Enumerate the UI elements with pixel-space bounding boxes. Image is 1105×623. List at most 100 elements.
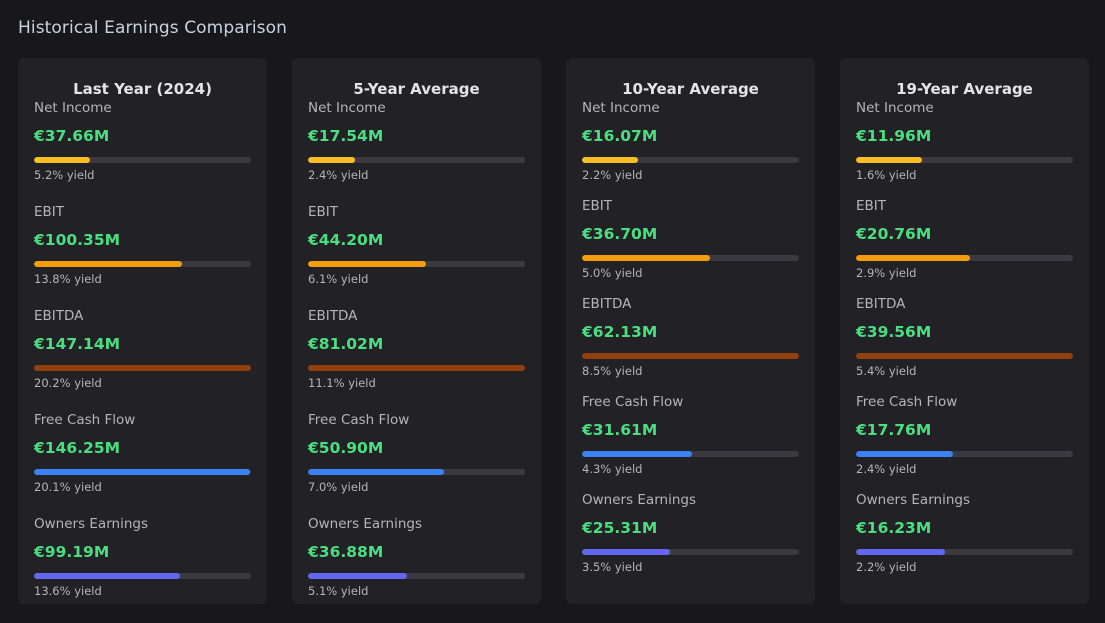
- metric-yield: 6.1% yield: [308, 272, 369, 286]
- bar-fill-free-cash-flow: [308, 469, 445, 475]
- card-title: Last Year (2024): [73, 80, 212, 98]
- metric-owners-earnings: Owners Earnings €25.31M 3.5% yield: [582, 492, 799, 574]
- metric-ebitda: EBITDA €81.02M 11.1% yield: [308, 308, 525, 390]
- bar-track: [308, 573, 525, 579]
- bar-fill-free-cash-flow: [34, 469, 250, 475]
- metric-value: €20.76M: [856, 225, 932, 243]
- metric-yield: 4.3% yield: [582, 462, 643, 476]
- metric-value: €50.90M: [308, 439, 384, 457]
- bar-fill-net-income: [34, 157, 90, 163]
- bar-track: [856, 255, 1073, 261]
- bar-track: [582, 451, 799, 457]
- metric-value: €37.66M: [34, 127, 110, 145]
- metric-yield: 1.6% yield: [856, 168, 917, 182]
- card-title: 5-Year Average: [353, 80, 480, 98]
- metric-label: Free Cash Flow: [582, 394, 684, 410]
- metric-label: EBIT: [308, 204, 339, 220]
- metric-free-cash-flow: Free Cash Flow €146.25M 20.1% yield: [34, 412, 251, 494]
- metric-label: Net Income: [856, 100, 934, 116]
- bar-track: [856, 451, 1073, 457]
- metric-value: €147.14M: [34, 335, 121, 353]
- bar-track: [856, 549, 1073, 555]
- bar-fill-owners-earnings: [582, 549, 671, 555]
- bar-fill-ebit: [308, 261, 427, 267]
- metric-value: €81.02M: [308, 335, 384, 353]
- bar-track: [856, 353, 1073, 359]
- metric-label: Owners Earnings: [34, 516, 148, 532]
- bar-track: [34, 365, 251, 371]
- bar-fill-ebitda: [856, 353, 1073, 359]
- metric-label: EBIT: [34, 204, 65, 220]
- metric-label: Free Cash Flow: [856, 394, 958, 410]
- bar-track: [34, 573, 251, 579]
- bar-track: [856, 157, 1073, 163]
- bar-fill-free-cash-flow: [856, 451, 954, 457]
- metric-free-cash-flow: Free Cash Flow €17.76M 2.4% yield: [856, 394, 1073, 476]
- card-last-year: Last Year (2024) Net Income €37.66M 5.2%…: [18, 58, 267, 604]
- bar-fill-net-income: [308, 157, 355, 163]
- metric-owners-earnings: Owners Earnings €99.19M 13.6% yield: [34, 516, 251, 598]
- metric-ebit: EBIT €36.70M 5.0% yield: [582, 198, 799, 280]
- metric-value: €36.88M: [308, 543, 384, 561]
- metric-label: Net Income: [582, 100, 660, 116]
- card-title: 10-Year Average: [622, 80, 759, 98]
- bar-fill-owners-earnings: [34, 573, 181, 579]
- bar-fill-owners-earnings: [308, 573, 407, 579]
- metric-yield: 8.5% yield: [582, 364, 643, 378]
- metric-label: EBITDA: [34, 308, 84, 324]
- card-10-year-average: 10-Year Average Net Income €16.07M 2.2% …: [566, 58, 815, 604]
- metric-label: EBIT: [856, 198, 887, 214]
- bar-fill-ebit: [582, 255, 711, 261]
- metric-yield: 2.2% yield: [856, 560, 917, 574]
- section-title: Historical Earnings Comparison: [18, 18, 287, 38]
- bar-track: [308, 261, 525, 267]
- metric-yield: 20.1% yield: [34, 480, 102, 494]
- bar-fill-ebitda: [34, 365, 251, 371]
- metric-label: Owners Earnings: [308, 516, 422, 532]
- metric-ebitda: EBITDA €39.56M 5.4% yield: [856, 296, 1073, 378]
- metric-label: Owners Earnings: [856, 492, 970, 508]
- metric-value: €17.54M: [308, 127, 384, 145]
- metric-ebit: EBIT €100.35M 13.8% yield: [34, 204, 251, 286]
- metric-label: EBITDA: [856, 296, 906, 312]
- metric-yield: 5.4% yield: [856, 364, 917, 378]
- metric-yield: 3.5% yield: [582, 560, 643, 574]
- metric-owners-earnings: Owners Earnings €16.23M 2.2% yield: [856, 492, 1073, 574]
- metric-yield: 7.0% yield: [308, 480, 369, 494]
- metric-yield: 11.1% yield: [308, 376, 376, 390]
- metric-value: €36.70M: [582, 225, 658, 243]
- metric-yield: 5.2% yield: [34, 168, 95, 182]
- bar-track: [34, 261, 251, 267]
- metric-value: €39.56M: [856, 323, 932, 341]
- metric-ebitda: EBITDA €62.13M 8.5% yield: [582, 296, 799, 378]
- bar-track: [308, 365, 525, 371]
- metric-yield: 20.2% yield: [34, 376, 102, 390]
- metric-net-income: Net Income €17.54M 2.4% yield: [308, 100, 525, 182]
- metric-value: €99.19M: [34, 543, 110, 561]
- metric-yield: 2.4% yield: [308, 168, 369, 182]
- bar-track: [582, 549, 799, 555]
- metric-ebit: EBIT €44.20M 6.1% yield: [308, 204, 525, 286]
- metric-free-cash-flow: Free Cash Flow €31.61M 4.3% yield: [582, 394, 799, 476]
- metric-net-income: Net Income €37.66M 5.2% yield: [34, 100, 251, 182]
- metric-label: EBITDA: [582, 296, 632, 312]
- metric-yield: 5.0% yield: [582, 266, 643, 280]
- metric-label: Free Cash Flow: [308, 412, 410, 428]
- bar-fill-free-cash-flow: [582, 451, 693, 457]
- metric-label: Net Income: [34, 100, 112, 116]
- metric-net-income: Net Income €16.07M 2.2% yield: [582, 100, 799, 182]
- metric-yield: 2.2% yield: [582, 168, 643, 182]
- metric-yield: 5.1% yield: [308, 584, 369, 598]
- metric-value: €100.35M: [34, 231, 121, 249]
- bar-track: [582, 157, 799, 163]
- metric-value: €16.07M: [582, 127, 658, 145]
- bar-track: [34, 469, 251, 475]
- bar-fill-net-income: [582, 157, 639, 163]
- bar-fill-owners-earnings: [856, 549, 945, 555]
- bar-track: [308, 469, 525, 475]
- metric-value: €44.20M: [308, 231, 384, 249]
- metric-value: €17.76M: [856, 421, 932, 439]
- card-5-year-average: 5-Year Average Net Income €17.54M 2.4% y…: [292, 58, 541, 604]
- bar-track: [308, 157, 525, 163]
- metric-yield: 2.4% yield: [856, 462, 917, 476]
